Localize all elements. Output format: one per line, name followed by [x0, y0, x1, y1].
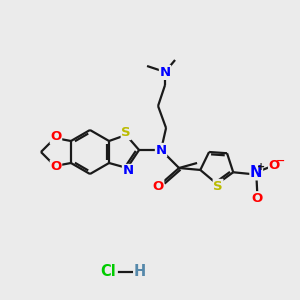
Text: O: O: [50, 130, 62, 143]
Text: O: O: [268, 159, 280, 172]
Text: H: H: [134, 265, 146, 280]
Text: Cl: Cl: [100, 265, 116, 280]
Text: N: N: [155, 143, 167, 157]
Text: −: −: [275, 156, 285, 166]
Text: +: +: [257, 162, 265, 172]
Text: O: O: [152, 179, 164, 193]
Text: S: S: [213, 179, 223, 193]
Text: N: N: [250, 165, 262, 180]
Text: O: O: [50, 160, 62, 173]
Text: O: O: [252, 192, 263, 205]
Text: N: N: [122, 164, 134, 178]
Text: S: S: [121, 127, 131, 140]
Text: N: N: [160, 65, 171, 79]
